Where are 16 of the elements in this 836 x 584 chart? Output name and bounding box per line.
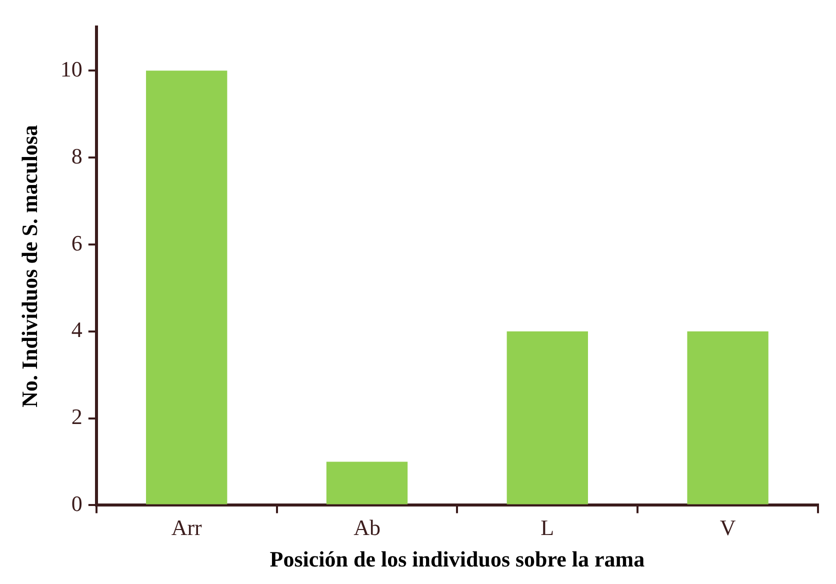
x-tick-label: L bbox=[540, 515, 554, 540]
x-tick-label: Arr bbox=[171, 515, 203, 540]
y-tick-label: 2 bbox=[71, 404, 82, 430]
x-tick-label: Ab bbox=[354, 515, 380, 540]
x-tick-label: V bbox=[720, 515, 736, 540]
bar bbox=[506, 331, 588, 504]
bar bbox=[687, 331, 768, 504]
y-tick-label: 8 bbox=[71, 143, 82, 168]
y-tick-label: 4 bbox=[71, 317, 82, 342]
x-axis-title: Posición de los individuos sobre la rama bbox=[270, 546, 645, 572]
y-tick-label: 6 bbox=[71, 230, 82, 256]
bar bbox=[146, 70, 228, 504]
y-tick-label: 10 bbox=[60, 56, 82, 82]
y-axis-title: No. Individuos de S. maculosa bbox=[16, 124, 42, 408]
y-tick-label: 0 bbox=[71, 490, 82, 516]
bar bbox=[326, 462, 408, 504]
